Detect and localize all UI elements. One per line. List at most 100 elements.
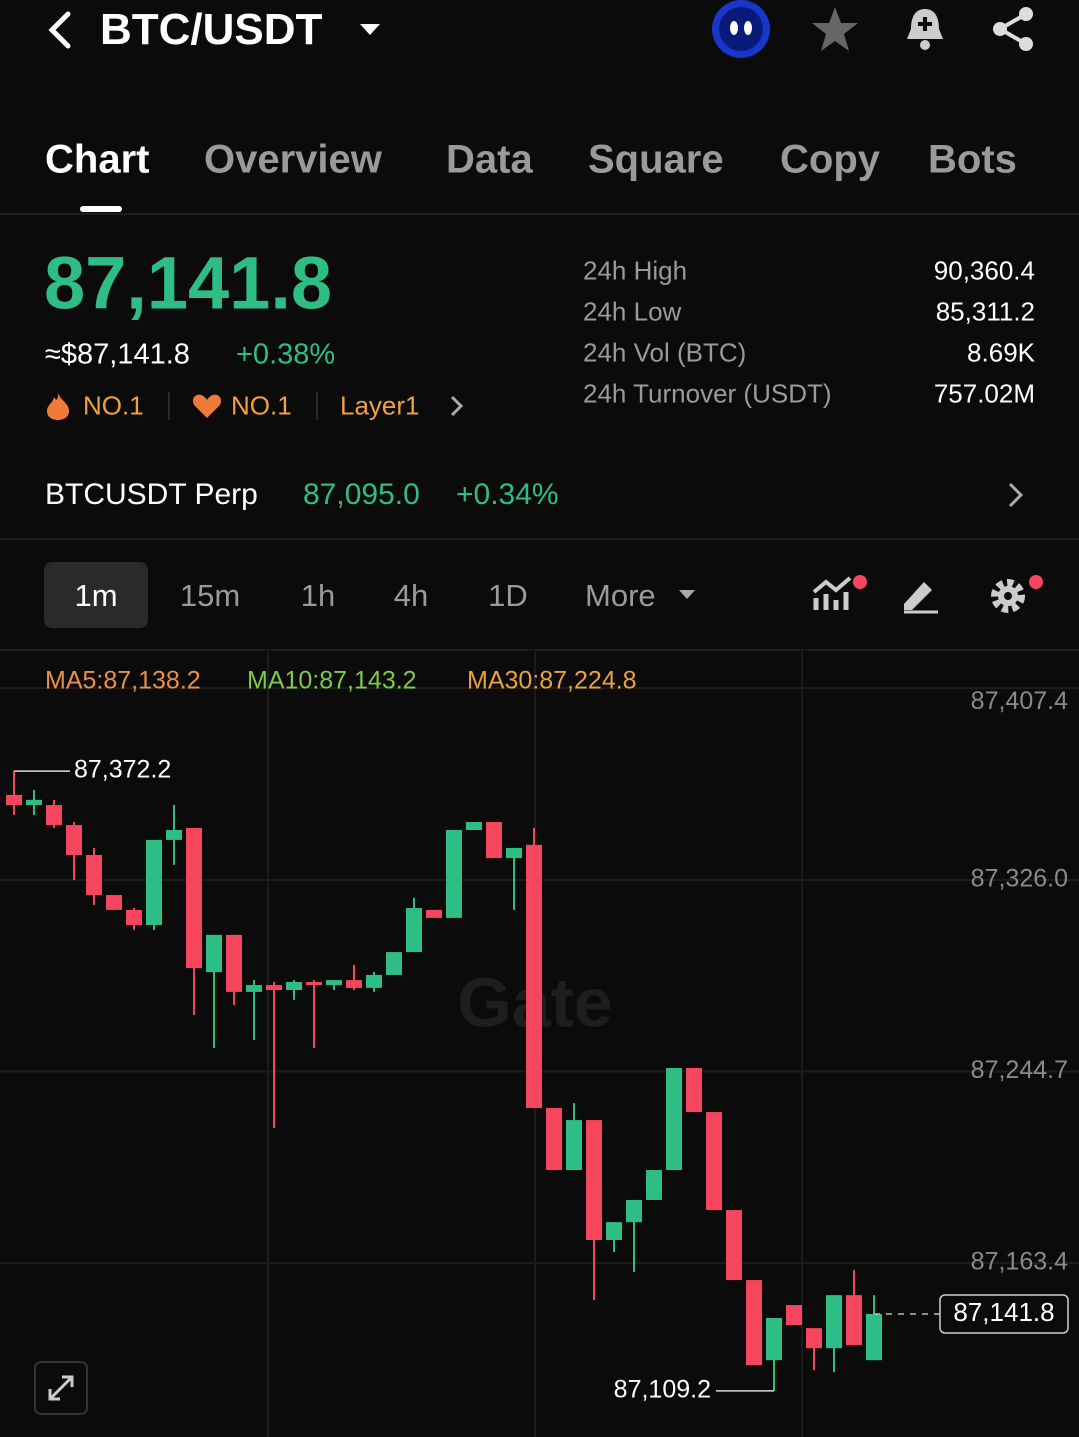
- timeframe[interactable]: 1m: [74, 578, 118, 613]
- ma-legend: MA5:87,138.2: [45, 666, 201, 695]
- tab[interactable]: Square: [588, 137, 724, 182]
- back-button[interactable]: [44, 10, 74, 50]
- candle-body: [106, 895, 122, 910]
- stat-label: 24h Turnover (USDT): [583, 378, 832, 409]
- candle-body: [626, 1199, 642, 1223]
- candle-body: [466, 822, 482, 831]
- pair-caret[interactable]: [358, 22, 382, 38]
- candle-body: [846, 1295, 862, 1346]
- perp-price: 87,095.0: [303, 478, 420, 511]
- candle-body: [726, 1210, 742, 1281]
- tab[interactable]: Bots: [928, 137, 1017, 182]
- pair-title[interactable]: BTC/USDT: [100, 5, 323, 54]
- candle-body: [86, 854, 102, 896]
- stat-value: 85,311.2: [935, 296, 1035, 327]
- rank-tag[interactable]: NO.1: [83, 390, 144, 421]
- tag-separator: [168, 392, 170, 420]
- fiat-price: ≈$87,141.8: [45, 338, 190, 371]
- low-marker-label: 87,109.2: [614, 1375, 711, 1403]
- candle-body: [806, 1328, 822, 1349]
- candle-body: [446, 830, 462, 918]
- tab[interactable]: Overview: [204, 137, 382, 182]
- settings-icon[interactable]: [988, 572, 1046, 616]
- candle-body: [346, 980, 362, 988]
- candle-body: [326, 980, 342, 986]
- candle-body: [126, 909, 142, 925]
- candle-body: [366, 974, 382, 988]
- candle-body: [646, 1170, 662, 1200]
- stat-label: 24h High: [583, 255, 688, 286]
- candle-body: [206, 934, 222, 973]
- ma-legend: MA30:87,224.8: [467, 666, 637, 695]
- y-tick-label: 87,326.0: [971, 865, 1068, 893]
- chevron[interactable]: [1007, 481, 1025, 509]
- tab[interactable]: Copy: [780, 137, 880, 182]
- hot-icon: [47, 393, 69, 420]
- stat-label: 24h Vol (BTC): [583, 337, 747, 368]
- timeframe-selected: [44, 562, 148, 628]
- tab[interactable]: Chart: [45, 137, 150, 182]
- candle-body: [486, 822, 502, 859]
- candle-body: [26, 799, 42, 806]
- candle-body: [586, 1120, 602, 1241]
- last-price-box: [939, 1294, 1069, 1334]
- candle-body: [246, 985, 262, 992]
- timeframe[interactable]: 4h: [393, 578, 429, 613]
- candle-body: [66, 825, 82, 855]
- y-tick-label: 87,407.4: [971, 687, 1068, 715]
- candle-body: [766, 1318, 782, 1361]
- indicator-icon[interactable]: [812, 574, 870, 614]
- candle-body: [186, 827, 202, 969]
- favorite-icon[interactable]: [810, 5, 860, 53]
- y-tick-label: 87,244.7: [971, 1056, 1068, 1084]
- candle-body: [666, 1068, 682, 1171]
- candle-body: [566, 1120, 582, 1171]
- candle-body: [306, 982, 322, 986]
- timeframe[interactable]: 1h: [300, 578, 336, 613]
- candle-body: [146, 839, 162, 925]
- candle-body: [6, 794, 22, 806]
- ma-legend: MA10:87,143.2: [247, 666, 417, 695]
- draw-icon[interactable]: [900, 576, 942, 614]
- last-price: 87,141.8: [44, 241, 333, 325]
- avatar-icon[interactable]: [710, 0, 772, 60]
- candle-body: [46, 805, 62, 826]
- high-marker-label: 87,372.2: [74, 756, 171, 784]
- share-icon[interactable]: [990, 5, 1038, 53]
- tab-indicator: [80, 206, 122, 212]
- candle-body: [606, 1222, 622, 1241]
- divider: [0, 649, 1079, 651]
- candle-body: [826, 1295, 842, 1349]
- alert-icon[interactable]: [902, 5, 948, 53]
- sector-tag[interactable]: Layer1: [340, 390, 420, 421]
- perp-name[interactable]: BTCUSDT Perp: [45, 478, 258, 511]
- candle-body: [686, 1068, 702, 1113]
- stat-value: 90,360.4: [933, 255, 1035, 286]
- timeframe[interactable]: 15m: [179, 578, 241, 613]
- candle-body: [506, 847, 522, 859]
- candle-body: [526, 844, 542, 1109]
- heart-icon: [192, 394, 222, 418]
- candle-body: [266, 985, 282, 991]
- stat-value: 8.69K: [967, 337, 1035, 368]
- expand-button[interactable]: [34, 1361, 88, 1415]
- candle-body: [866, 1314, 882, 1361]
- price-change: +0.38%: [236, 338, 336, 371]
- candle-body: [706, 1112, 722, 1211]
- timeframe[interactable]: 1D: [488, 578, 528, 613]
- watermark: Gate: [457, 963, 613, 1041]
- rank-tag[interactable]: NO.1: [231, 390, 292, 421]
- tab[interactable]: Data: [446, 137, 533, 182]
- candle-body: [426, 909, 442, 918]
- last-price-label: 87,141.8: [953, 1297, 1054, 1327]
- chevron[interactable]: [449, 394, 465, 418]
- candle-body: [746, 1280, 762, 1366]
- timeframe-more[interactable]: More: [585, 578, 656, 613]
- candle-body: [166, 830, 182, 840]
- candle-body: [786, 1305, 802, 1326]
- candle-body: [386, 952, 402, 975]
- more-caret[interactable]: [678, 589, 696, 601]
- divider: [0, 213, 1079, 215]
